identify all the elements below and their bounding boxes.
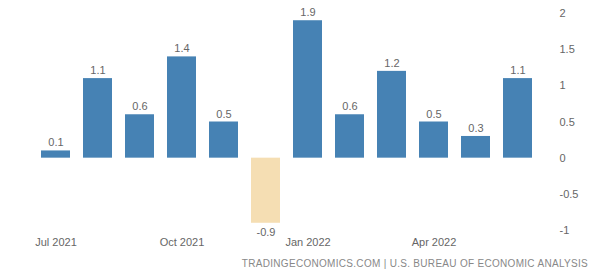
- svg-text:-1: -1: [560, 224, 570, 236]
- svg-text:1.1: 1.1: [510, 64, 525, 76]
- svg-text:1.9: 1.9: [300, 6, 315, 18]
- svg-text:1.2: 1.2: [384, 57, 399, 69]
- svg-text:0.6: 0.6: [132, 100, 147, 112]
- svg-text:0.5: 0.5: [216, 108, 231, 120]
- html-text:TRADINGECONOMICS.COM | U.S. BU: TRADINGECONOMICS.COM | U.S. BUREAU OF EC…: [241, 258, 588, 269]
- svg-text:0.5: 0.5: [560, 116, 575, 128]
- svg-text:0.6: 0.6: [342, 100, 357, 112]
- svg-text:Oct 2021: Oct 2021: [160, 236, 205, 248]
- svg-text:1.4: 1.4: [174, 42, 189, 54]
- svg-text:-0.9: -0.9: [257, 226, 276, 238]
- svg-text:2: 2: [560, 7, 566, 19]
- svg-text:0: 0: [560, 152, 566, 164]
- svg-text:Jan 2022: Jan 2022: [285, 236, 330, 248]
- svg-text:0.1: 0.1: [48, 136, 63, 148]
- svg-text:Jul 2021: Jul 2021: [35, 236, 77, 248]
- svg-text:-0.5: -0.5: [560, 188, 579, 200]
- svg-text:1.5: 1.5: [560, 43, 575, 55]
- svg-text:Apr 2022: Apr 2022: [412, 236, 457, 248]
- svg-text:0.3: 0.3: [468, 122, 483, 134]
- svg-text:0.5: 0.5: [426, 108, 441, 120]
- svg-text:1: 1: [560, 79, 566, 91]
- svg-text:1.1: 1.1: [90, 64, 105, 76]
